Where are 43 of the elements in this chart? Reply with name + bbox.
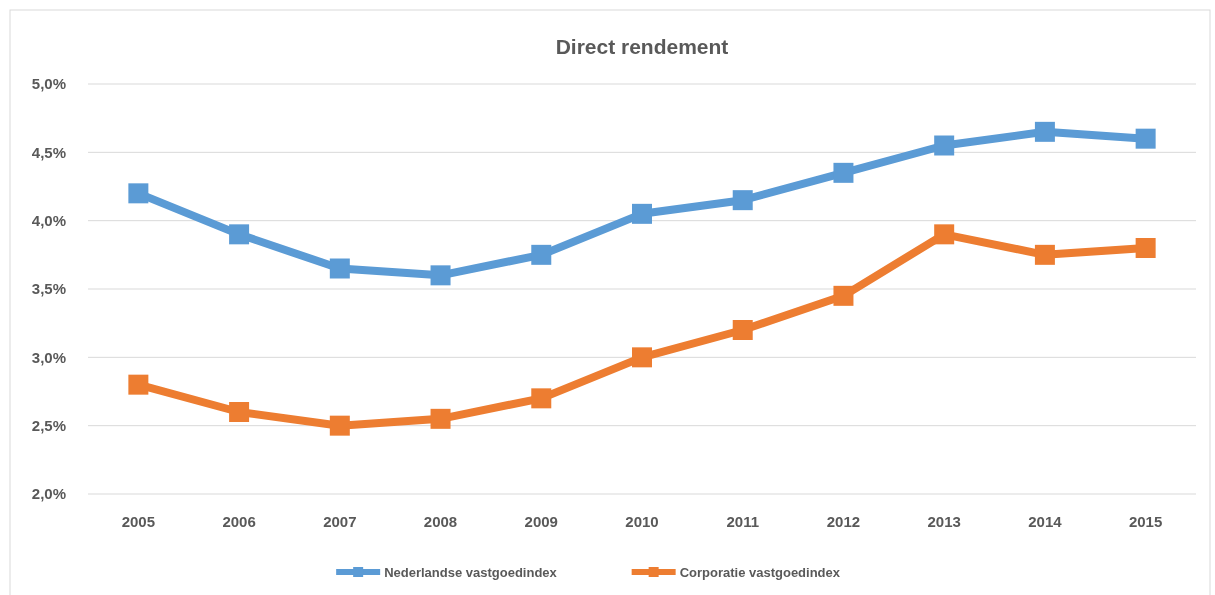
- point: [632, 347, 652, 368]
- y-tick-label: 2,5%: [31, 416, 66, 434]
- x-tick-label: 2013: [927, 513, 961, 530]
- point: [329, 415, 350, 436]
- point: [329, 258, 350, 279]
- point: [732, 190, 753, 211]
- point: [934, 224, 955, 245]
- x-tick-label: 2009: [524, 513, 558, 530]
- x-tick-label: 2014: [1028, 513, 1063, 530]
- point: [732, 320, 753, 340]
- x-tick-label: 2012: [826, 513, 861, 530]
- point: [229, 224, 250, 245]
- point: [632, 203, 652, 224]
- x-tick-label: 2008: [423, 513, 458, 530]
- point: [1135, 238, 1156, 258]
- point: [229, 402, 250, 422]
- y-tick-label: 2,0%: [31, 485, 66, 503]
- legend-label: Corporatie vastgoedindex: [679, 564, 841, 580]
- y-tick-label: 5,0%: [31, 75, 66, 93]
- x-tick-label: 2015: [1128, 513, 1163, 530]
- y-tick-label: 4,0%: [31, 211, 66, 229]
- point: [1034, 244, 1055, 265]
- x-tick-label: 2007: [323, 513, 357, 530]
- legend-label: Nederlandse vastgoedindex: [384, 564, 558, 580]
- point: [833, 285, 854, 306]
- point: [833, 162, 854, 183]
- point: [128, 374, 149, 395]
- point: [531, 388, 552, 409]
- point: [1034, 121, 1055, 142]
- point: [934, 135, 955, 156]
- point: [128, 183, 149, 204]
- chart-title: Direct rendement: [555, 35, 729, 58]
- point: [430, 265, 451, 286]
- y-tick-label: 4,5%: [31, 143, 66, 161]
- x-tick-label: 2005: [121, 513, 156, 530]
- point: [531, 244, 552, 265]
- x-tick-label: 2010: [625, 513, 659, 530]
- x-tick-label: 2006: [222, 513, 256, 530]
- x-tick-label: 2011: [726, 513, 759, 530]
- point: [1135, 128, 1156, 149]
- y-tick-label: 3,5%: [31, 280, 66, 298]
- y-tick-label: 3,0%: [31, 348, 66, 366]
- point: [430, 408, 451, 429]
